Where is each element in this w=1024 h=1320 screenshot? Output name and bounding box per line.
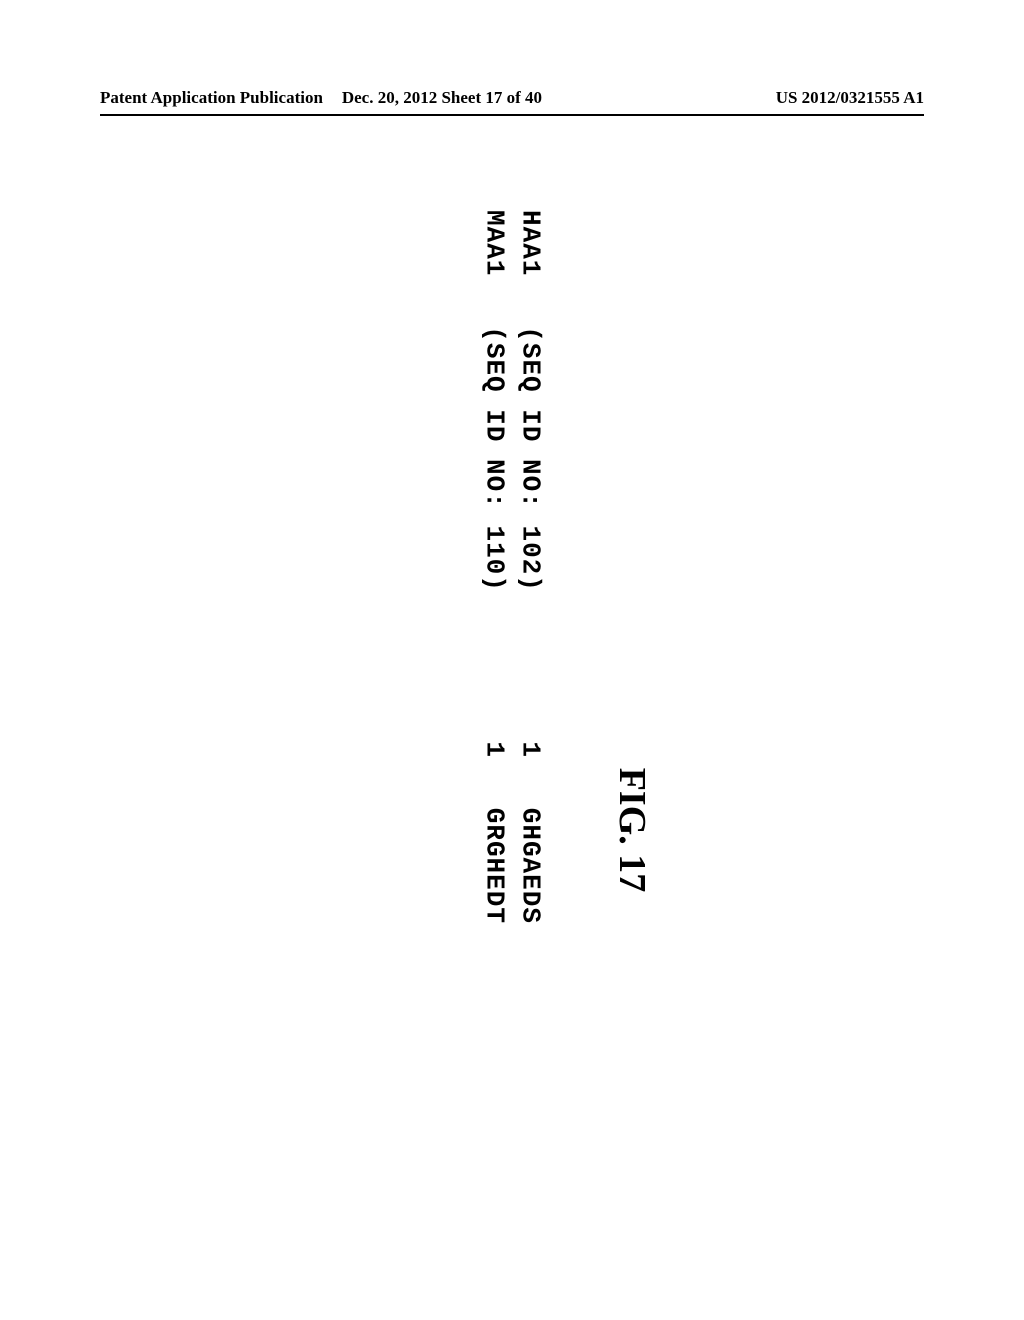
figure-content-area: HAA1 (SEQ ID NO: 102) 1 GHGAEDS MAA1 (SE… [162, 360, 862, 960]
header-right-text: US 2012/0321555 A1 [776, 88, 924, 108]
header-line: Patent Application Publication Dec. 20, … [100, 88, 924, 108]
header-center-text: Dec. 20, 2012 Sheet 17 of 40 [342, 88, 542, 108]
seq-pos-1: 1 [515, 741, 545, 758]
figure-label: FIG. 17 [610, 768, 654, 893]
header-left-text: Patent Application Publication [100, 88, 323, 108]
seq-name-2: MAA1 [479, 210, 509, 276]
seq-pos-2: 1 [479, 741, 509, 758]
sequence-row-2: MAA1 (SEQ ID NO: 110) 1 GRGHEDT [476, 210, 512, 1110]
seq-text-1: GHGAEDS [515, 808, 545, 924]
seq-text-2: GRGHEDT [479, 808, 509, 924]
sequence-alignment-block: HAA1 (SEQ ID NO: 102) 1 GHGAEDS MAA1 (SE… [476, 210, 549, 1110]
seq-id-2: (SEQ ID NO: 110) [479, 326, 509, 592]
header-divider [100, 114, 924, 116]
sequence-row-1: HAA1 (SEQ ID NO: 102) 1 GHGAEDS [512, 210, 548, 1110]
seq-id-1: (SEQ ID NO: 102) [515, 326, 545, 592]
publication-header: Patent Application Publication Dec. 20, … [0, 88, 1024, 116]
seq-name-1: HAA1 [515, 210, 545, 276]
